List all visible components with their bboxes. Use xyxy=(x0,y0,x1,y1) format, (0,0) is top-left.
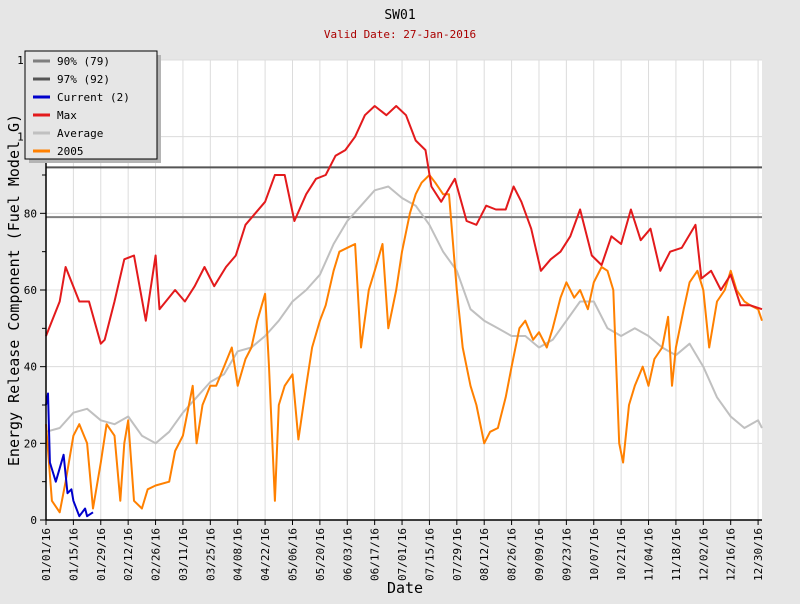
y-tick-label: 40 xyxy=(24,361,37,374)
chart-subtitle: Valid Date: 27-Jan-2016 xyxy=(324,28,476,41)
series-line-average xyxy=(45,185,763,445)
legend-label-current: Current (2) xyxy=(57,91,130,104)
legend-box xyxy=(24,50,158,160)
x-tick-label: 09/23/16 xyxy=(560,528,573,581)
y-tick-label: 80 xyxy=(24,207,37,220)
x-tick-label: 01/15/16 xyxy=(67,528,80,581)
x-tick-label: 12/02/16 xyxy=(697,528,710,581)
x-tick-label: 05/20/16 xyxy=(314,528,327,581)
x-tick-label: 04/22/16 xyxy=(259,528,272,581)
x-tick-label: 08/12/16 xyxy=(478,528,491,581)
x-tick-label: 06/03/16 xyxy=(341,528,354,581)
x-tick-label: 03/25/16 xyxy=(204,528,217,581)
legend-label-max: Max xyxy=(57,109,77,122)
x-axis-label: Date xyxy=(387,579,423,597)
x-tick-label: 02/12/16 xyxy=(122,528,135,581)
chart-title: SW01 xyxy=(384,8,415,23)
x-tick-label: 04/08/16 xyxy=(232,528,245,581)
x-tick-label: 03/11/16 xyxy=(177,528,190,581)
x-tick-label: 11/04/16 xyxy=(643,528,656,581)
x-tick-label: 02/26/16 xyxy=(150,528,163,581)
x-tick-label: 07/29/16 xyxy=(451,528,464,581)
legend-label-y2005: 2005 xyxy=(57,145,84,158)
x-tick-label: 07/15/16 xyxy=(423,528,436,581)
x-tick-label: 07/01/16 xyxy=(396,528,409,581)
series-line-y2005 xyxy=(45,174,763,514)
x-tick-label: 05/06/16 xyxy=(286,528,299,581)
x-tick-label: 06/17/16 xyxy=(369,528,382,581)
x-tick-label: 01/01/16 xyxy=(40,528,53,581)
x-tick-label: 10/07/16 xyxy=(588,528,601,581)
series-line-current xyxy=(45,392,94,518)
y-tick-label: 60 xyxy=(24,284,37,297)
y-tick-label: 20 xyxy=(24,437,37,450)
legend-label-average: Average xyxy=(57,127,103,140)
x-tick-label: 10/21/16 xyxy=(615,528,628,581)
x-tick-label: 11/18/16 xyxy=(670,528,683,581)
y-tick-label: 0 xyxy=(30,514,37,527)
y-axis-label: Energy Release Component (Fuel Model G) xyxy=(5,114,23,466)
legend-label-p97: 97% (92) xyxy=(57,73,110,86)
x-tick-label: 12/16/16 xyxy=(725,528,738,581)
x-tick-label: 01/29/16 xyxy=(95,528,108,581)
x-tick-label: 09/09/16 xyxy=(533,528,546,581)
x-tick-label: 08/26/16 xyxy=(506,528,519,581)
legend-label-p90: 90% (79) xyxy=(57,55,110,68)
x-tick-label: 12/30/16 xyxy=(752,528,765,581)
legend: 90% (79) 97% (92) Current (2) Max Average 200… xyxy=(24,50,161,163)
series-line-max xyxy=(45,105,763,345)
